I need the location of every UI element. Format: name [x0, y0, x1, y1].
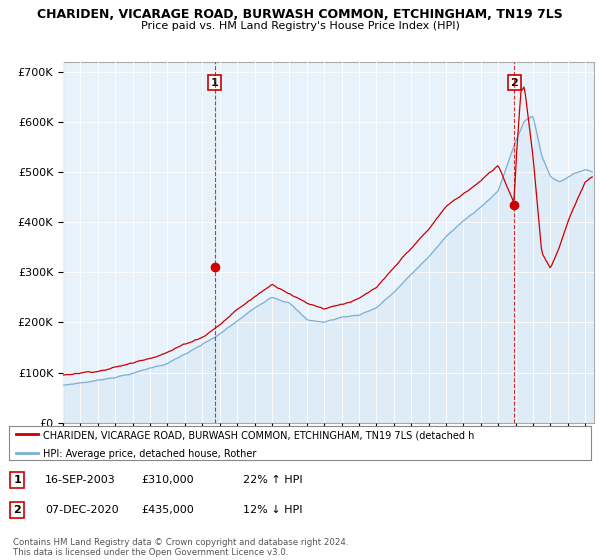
Text: 22% ↑ HPI: 22% ↑ HPI [243, 475, 302, 485]
Text: £435,000: £435,000 [141, 505, 194, 515]
Text: Price paid vs. HM Land Registry's House Price Index (HPI): Price paid vs. HM Land Registry's House … [140, 21, 460, 31]
Text: CHARIDEN, VICARAGE ROAD, BURWASH COMMON, ETCHINGHAM, TN19 7LS: CHARIDEN, VICARAGE ROAD, BURWASH COMMON,… [37, 8, 563, 21]
Text: 07-DEC-2020: 07-DEC-2020 [45, 505, 119, 515]
Text: 16-SEP-2003: 16-SEP-2003 [45, 475, 116, 485]
Text: CHARIDEN, VICARAGE ROAD, BURWASH COMMON, ETCHINGHAM, TN19 7LS (detached h: CHARIDEN, VICARAGE ROAD, BURWASH COMMON,… [43, 430, 474, 440]
Text: HPI: Average price, detached house, Rother: HPI: Average price, detached house, Roth… [43, 449, 256, 459]
Text: 1: 1 [13, 475, 21, 485]
Text: Contains HM Land Registry data © Crown copyright and database right 2024.
This d: Contains HM Land Registry data © Crown c… [13, 538, 349, 557]
Text: £310,000: £310,000 [141, 475, 194, 485]
Text: 2: 2 [511, 78, 518, 88]
Text: 12% ↓ HPI: 12% ↓ HPI [243, 505, 302, 515]
Text: 2: 2 [13, 505, 21, 515]
Text: 1: 1 [211, 78, 218, 88]
